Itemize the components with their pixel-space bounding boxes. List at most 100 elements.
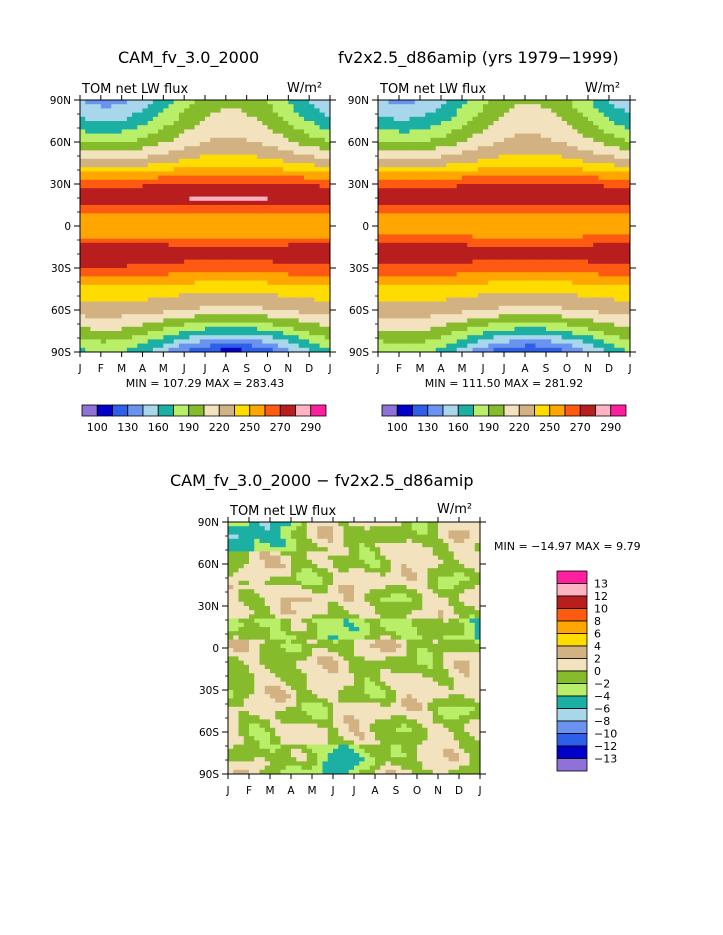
field-cell: [199, 125, 206, 130]
field-cell: [498, 179, 505, 185]
field-cell: [85, 301, 92, 307]
field-cell: [283, 116, 289, 122]
field-cell: [283, 234, 289, 240]
field-cell: [267, 205, 274, 210]
field-cell: [90, 230, 97, 235]
field-cell: [199, 171, 206, 177]
field-cell: [236, 326, 243, 332]
field-cell: [205, 100, 211, 105]
field-cell: [111, 305, 118, 311]
field-cell: [393, 184, 400, 189]
field-cell: [556, 163, 563, 168]
field-cell: [173, 129, 180, 135]
field-cell: [388, 154, 395, 160]
field-cell: [100, 221, 107, 227]
field-cell: [509, 259, 516, 265]
field-cell: [556, 133, 563, 139]
field-cell: [246, 171, 253, 177]
field-cell: [199, 322, 206, 328]
field-cell: [262, 188, 269, 193]
field-cell: [262, 142, 269, 147]
field-cell: [267, 100, 274, 105]
field-cell: [309, 314, 315, 319]
field-cell: [593, 238, 600, 244]
field-cell: [319, 121, 326, 126]
field-cell: [100, 331, 107, 336]
field-cell: [514, 221, 521, 227]
field-cell: [593, 200, 600, 206]
field-cell: [472, 133, 479, 139]
field-cell: [152, 339, 159, 345]
field-cell: [425, 184, 432, 189]
field-cell: [152, 314, 159, 319]
field-cell: [509, 163, 516, 168]
field-cell: [194, 188, 201, 193]
field-cell: [530, 133, 537, 139]
field-cell: [205, 205, 211, 210]
field-cell: [121, 175, 128, 181]
field-cell: [121, 280, 128, 286]
field-cell: [378, 171, 384, 177]
field-cell: [293, 280, 300, 286]
field-cell: [126, 146, 133, 151]
field-cell: [116, 121, 123, 126]
field-cell: [178, 116, 185, 122]
field-cell: [614, 171, 621, 177]
field-cell: [85, 142, 92, 147]
field-cell: [446, 272, 453, 277]
field-cell: [483, 142, 489, 147]
field-cell: [210, 310, 217, 315]
field-cell: [378, 221, 384, 227]
field-cell: [567, 171, 573, 177]
field-cell: [158, 331, 164, 336]
field-cell: [231, 238, 237, 244]
field-cell: [137, 205, 144, 210]
field-cell: [603, 230, 610, 235]
field-cell: [293, 251, 300, 256]
field-cell: [404, 196, 411, 202]
field-cell: [184, 263, 190, 269]
field-cell: [551, 121, 558, 126]
field-cell: [158, 179, 164, 185]
field-cell: [303, 188, 310, 193]
field-cell: [619, 146, 626, 151]
field-cell: [246, 238, 253, 244]
field-cell: [132, 217, 138, 223]
field-cell: [298, 343, 305, 349]
field-cell: [388, 133, 395, 139]
field-cell: [393, 146, 400, 151]
field-cell: [106, 272, 112, 277]
field-cell: [446, 230, 453, 235]
field-cell: [199, 234, 206, 240]
field-cell: [251, 310, 258, 315]
field-cell: [111, 116, 118, 122]
field-cell: [298, 179, 305, 185]
x-tick-label: N: [284, 363, 292, 375]
field-cell: [251, 301, 258, 307]
field-cell: [126, 150, 133, 156]
field-cell: [519, 221, 526, 227]
field-cell: [530, 238, 537, 244]
field-cell: [137, 347, 144, 352]
field-cell: [399, 184, 405, 189]
field-cell: [142, 347, 149, 352]
field-cell: [399, 158, 405, 164]
field-cell: [126, 238, 133, 244]
field-cell: [215, 230, 222, 235]
field-cell: [298, 293, 305, 298]
field-cell: [404, 184, 411, 189]
field-cell: [267, 251, 274, 256]
field-cell: [246, 263, 253, 269]
field-cell: [393, 121, 400, 126]
field-cell: [199, 158, 206, 164]
field-cell: [210, 289, 217, 294]
field-cell: [488, 179, 495, 185]
field-cell: [388, 108, 395, 114]
field-cell: [314, 276, 321, 282]
field-cell: [435, 221, 442, 227]
field-cell: [462, 221, 468, 227]
field-cell: [194, 318, 201, 324]
field-cell: [184, 121, 190, 126]
field-cell: [210, 163, 217, 168]
field-cell: [577, 251, 584, 256]
